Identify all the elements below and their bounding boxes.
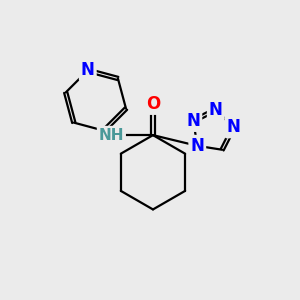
Text: NH: NH [99,128,124,142]
Text: O: O [146,95,160,113]
Text: N: N [186,112,200,130]
Text: N: N [209,100,223,118]
Text: N: N [190,137,204,155]
Text: N: N [226,118,241,136]
Text: N: N [81,61,95,80]
